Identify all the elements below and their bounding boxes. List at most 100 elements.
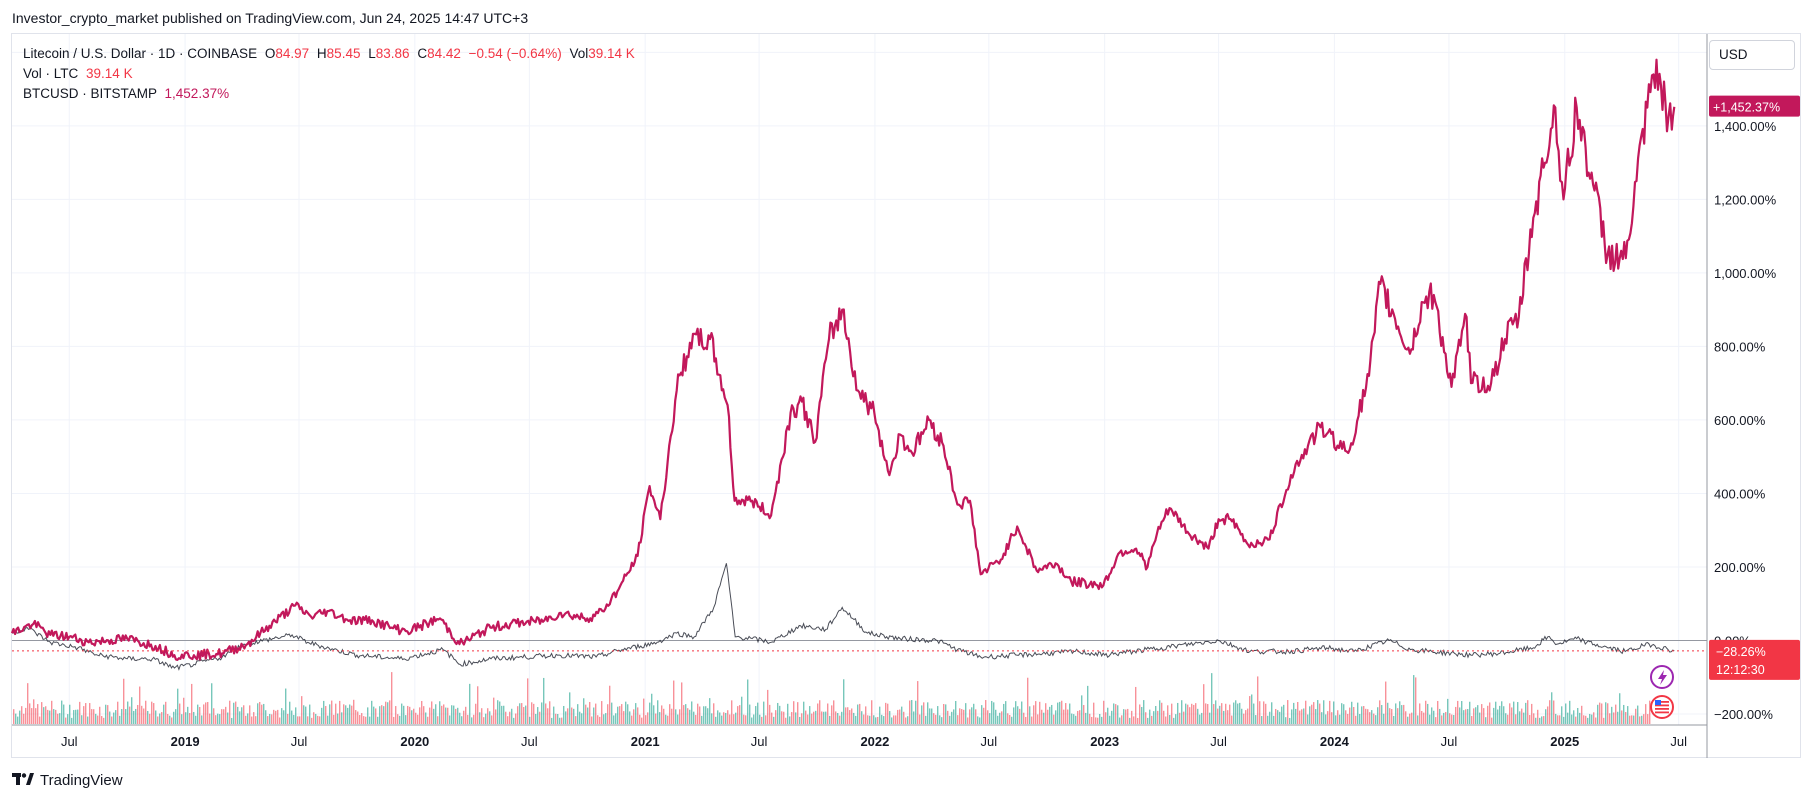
volume-bar (245, 715, 247, 724)
volume-bar (713, 703, 715, 724)
volume-bar (1505, 713, 1507, 724)
volume-bar (973, 703, 975, 724)
volume-bar (1019, 708, 1021, 724)
legend-compare-label[interactable]: BTCUSD · BITSTAMP (23, 86, 157, 101)
volume-bar (135, 708, 137, 724)
volume-bar (999, 712, 1001, 724)
volume-bar (1391, 709, 1393, 724)
volume-bar (385, 701, 387, 724)
volume-bar (89, 703, 91, 724)
volume-bar (475, 703, 477, 724)
legend-main-row[interactable]: Litecoin / U.S. Dollar · 1D · COINBASE O… (23, 44, 635, 64)
volume-bar (961, 709, 963, 724)
volume-bar (1445, 711, 1447, 724)
legend-symbol[interactable]: Litecoin / U.S. Dollar · 1D · COINBASE (23, 46, 258, 61)
volume-bar (1407, 716, 1409, 724)
volume-bar (1347, 713, 1349, 724)
lightning-bolt-icon (1658, 670, 1667, 685)
volume-bar (1317, 700, 1319, 724)
volume-bar (145, 700, 147, 724)
volume-bar (891, 717, 893, 724)
volume-bar (319, 716, 321, 724)
volume-bar (519, 703, 521, 724)
volume-bar (1089, 713, 1091, 724)
volume-bar (87, 716, 89, 724)
volume-bar (211, 683, 213, 724)
volume-bar (1011, 716, 1013, 724)
volume-bar (875, 717, 877, 724)
volume-bar (219, 714, 221, 724)
volume-bar (71, 717, 73, 724)
volume-bar (1511, 707, 1513, 724)
volume-bar (1229, 704, 1231, 724)
volume-bar (1171, 703, 1173, 724)
volume-bar (59, 713, 61, 724)
volume-bar (273, 709, 275, 724)
volume-bar (1339, 714, 1341, 724)
volume-bar (1393, 715, 1395, 724)
volume-bar (845, 707, 847, 724)
volume-bar (1015, 701, 1017, 724)
volume-bar (95, 713, 97, 724)
volume-bar (753, 714, 755, 724)
volume-bar (737, 706, 739, 724)
volume-bar (797, 702, 799, 724)
volume-bar (1039, 701, 1041, 724)
volume-bar (1563, 716, 1565, 724)
volume-bar (379, 706, 381, 724)
volume-bar (659, 712, 661, 724)
volume-bar (119, 715, 121, 724)
volume-bar (963, 709, 965, 724)
volume-bar (1025, 716, 1027, 724)
volume-bar (107, 705, 109, 724)
volume-bar (1485, 717, 1487, 724)
volume-bar (1591, 714, 1593, 724)
volume-bar (1143, 700, 1145, 724)
volume-bar (763, 701, 765, 724)
volume-bar (509, 711, 511, 724)
volume-bar (421, 700, 423, 724)
volume-bar (987, 710, 989, 724)
volume-bar (1075, 715, 1077, 724)
volume-bar (1085, 712, 1087, 724)
volume-bar (733, 714, 735, 724)
volume-bar (1045, 703, 1047, 724)
volume-bar (1611, 706, 1613, 724)
legend-volume-row[interactable]: Vol · LTC 39.14 K (23, 64, 635, 84)
volume-bar (997, 715, 999, 724)
tradingview-logo[interactable]: TradingView (12, 772, 123, 789)
volume-bar (193, 711, 195, 724)
volume-bar (1565, 703, 1567, 724)
currency-button[interactable]: USD (1709, 40, 1795, 70)
volume-bar (885, 702, 887, 724)
volume-bar (1355, 715, 1357, 724)
chart-frame[interactable] (11, 33, 1801, 758)
volume-bar (435, 704, 437, 724)
legend-volume-value: 39.14 K (86, 66, 133, 81)
volume-bar (635, 703, 637, 724)
volume-bar (627, 704, 629, 724)
chart-legend: Litecoin / U.S. Dollar · 1D · COINBASE O… (23, 44, 635, 104)
volume-bar (1519, 711, 1521, 724)
volume-bar (243, 705, 245, 724)
volume-bar (341, 712, 343, 724)
volume-bar (217, 713, 219, 724)
volume-bar (651, 693, 653, 724)
volume-bar (431, 701, 433, 724)
volume-bar (1333, 701, 1335, 724)
volume-bar (807, 714, 809, 724)
volume-bar (1173, 717, 1175, 724)
volume-bar (143, 708, 145, 724)
volume-bar (165, 701, 167, 724)
volume-bar (1109, 715, 1111, 724)
legend-compare-row[interactable]: BTCUSD · BITSTAMP 1,452.37% (23, 84, 635, 104)
volume-bar (1549, 700, 1551, 724)
volume-bar (491, 715, 493, 724)
volume-bar (617, 706, 619, 724)
volume-bar (1423, 712, 1425, 724)
volume-bar (1169, 714, 1171, 724)
volume-bar (247, 713, 249, 724)
volume-bar (373, 706, 375, 724)
legend-volume-label[interactable]: Vol · LTC (23, 66, 79, 81)
